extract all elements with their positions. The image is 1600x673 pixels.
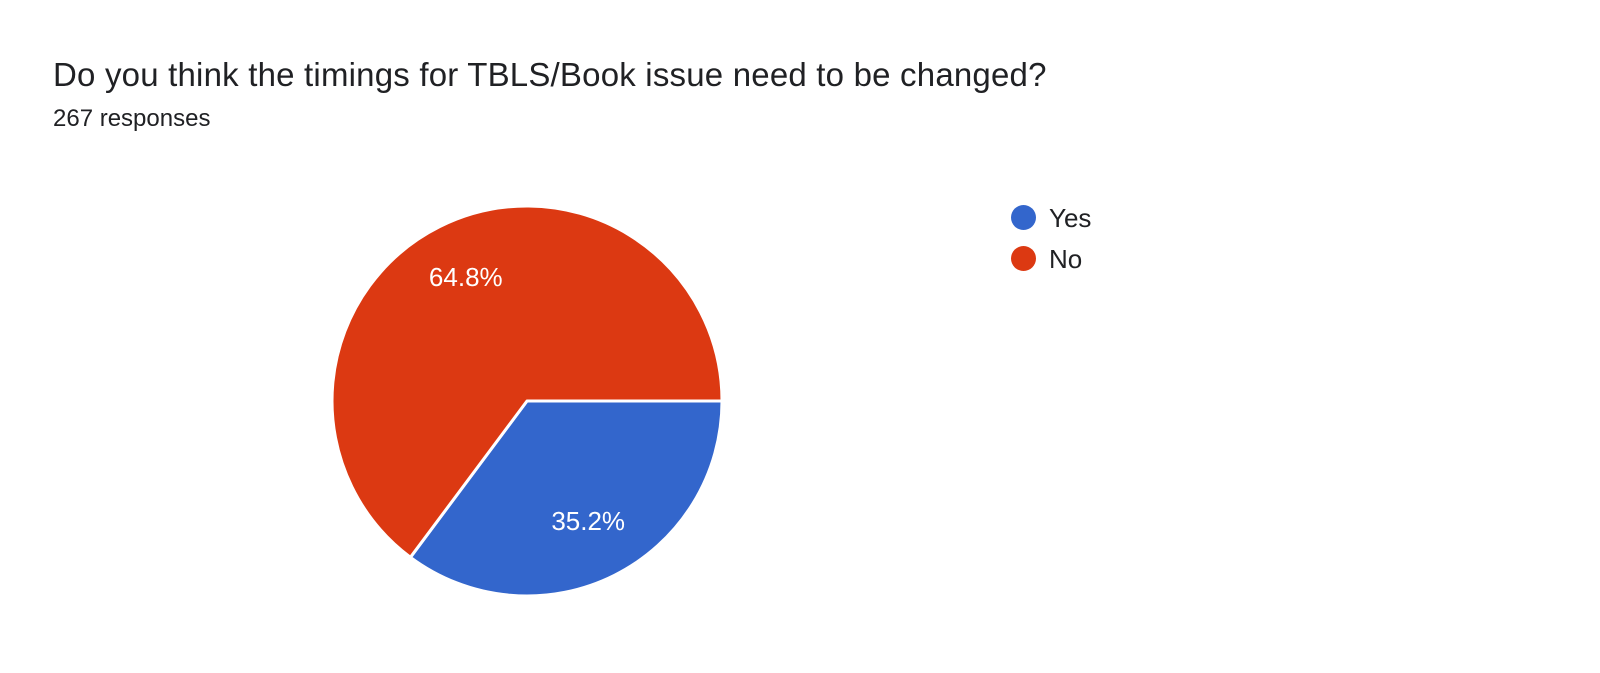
pie-slice-no[interactable] [330, 204, 724, 559]
legend-label-yes: Yes [1049, 202, 1092, 233]
pie-slice-yes[interactable] [408, 399, 724, 598]
question-title: Do you think the timings for TBLS/Book i… [53, 56, 1047, 93]
pie-slice-label-yes: 35.2% [551, 506, 625, 536]
legend-item-no: No [1011, 243, 1091, 274]
legend-swatch-no [1011, 246, 1036, 271]
response-count: 267 responses [53, 105, 211, 132]
legend-swatch-yes [1011, 205, 1036, 230]
legend-item-yes: Yes [1011, 202, 1092, 233]
chart-legend: Yes No [1011, 202, 1092, 274]
pie-slice-label-no: 64.8% [429, 262, 503, 292]
legend-label-no: No [1049, 243, 1083, 274]
